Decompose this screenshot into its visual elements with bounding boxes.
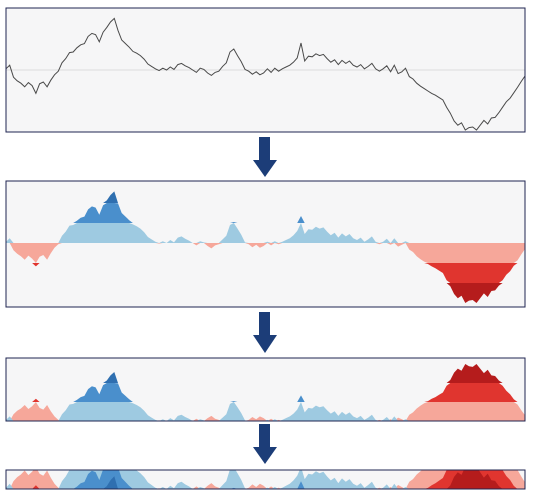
positive-band-2 [6, 470, 525, 489]
down-arrow-2 [253, 312, 277, 353]
panel-mirrored-area [5, 357, 526, 422]
positive-band-3 [6, 191, 525, 203]
panel-horizon-strip [5, 469, 526, 490]
panel-border [5, 180, 526, 308]
panel-banded-area [5, 180, 526, 308]
negative-band-1 [6, 402, 525, 421]
positive-band-3 [6, 476, 525, 489]
panel-line-chart [5, 7, 526, 133]
panel-border [5, 469, 526, 490]
panel-border [5, 357, 526, 422]
negative-band-3 [6, 470, 525, 489]
arrow-head [253, 160, 277, 177]
arrow-shaft [259, 137, 270, 161]
arrow-head [253, 335, 277, 353]
positive-band-1 [6, 470, 525, 489]
arrow-shaft [259, 424, 270, 448]
series-line [6, 17, 525, 131]
down-arrow-3 [253, 424, 277, 464]
band-areas [6, 364, 525, 421]
negative-band-3 [6, 364, 525, 383]
positive-band-1 [6, 402, 525, 421]
down-arrow-1 [253, 137, 277, 177]
negative-band-2 [6, 263, 525, 283]
positive-band-2 [6, 383, 525, 402]
arrow-shaft [259, 312, 270, 336]
positive-band-3 [6, 372, 525, 383]
negative-band-2 [6, 383, 525, 402]
negative-band-3 [6, 283, 525, 303]
positive-band-1 [6, 223, 525, 243]
band-areas [6, 470, 525, 489]
panel-border [5, 7, 526, 133]
negative-band-1 [6, 243, 525, 263]
arrow-head [253, 447, 277, 464]
positive-band-2 [6, 203, 525, 223]
band-areas [6, 191, 525, 303]
